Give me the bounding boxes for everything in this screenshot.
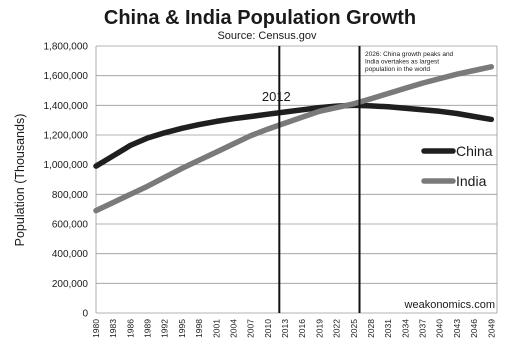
y-tick-label: 600,000: [52, 220, 89, 231]
watermark: weakonomics.com: [404, 299, 495, 311]
axis-layer: 0 200,000 400,000 600,000 800,000 1,000,000 1,…: [44, 42, 498, 338]
y-tick-label: 0: [82, 309, 88, 320]
x-tick-label: 2022: [332, 319, 342, 338]
x-tick-label: 2019: [314, 319, 324, 338]
x-tick-label: 1998: [194, 319, 204, 338]
series-layer: [93, 64, 495, 214]
x-tick-label: 2037: [418, 319, 428, 338]
x-tick-label: 2043: [452, 319, 462, 338]
x-tick-label: 1995: [177, 319, 187, 338]
vline-annotation-2026-line: population in the world: [365, 66, 430, 73]
x-tick-label: 2025: [349, 319, 359, 338]
y-axis-label: Population (Thousands): [13, 114, 27, 247]
x-tick-label: 2046: [469, 319, 479, 338]
x-tick-label: 2004: [228, 319, 238, 338]
vline-annotation-2026-line: India overtakes as largest: [365, 59, 439, 66]
chart-subtitle: Source: Census.gov: [217, 30, 317, 42]
x-tick-label: 2013: [280, 319, 290, 338]
x-tick-label: 2007: [246, 319, 256, 338]
x-tick-label: 2010: [263, 319, 273, 338]
x-tick-label: 2016: [297, 319, 307, 338]
chart-title: China & India Population Growth: [104, 7, 416, 29]
x-tick-label: 1983: [108, 319, 118, 338]
y-tick-label: 1,800,000: [44, 42, 89, 53]
legend-label-india: India: [456, 173, 487, 189]
x-tick-label: 1986: [125, 319, 135, 338]
y-tick-label: 800,000: [52, 190, 89, 201]
x-tick-label: 1992: [160, 319, 170, 338]
legend-label-china: China: [456, 143, 493, 159]
legend: China India: [421, 143, 493, 189]
y-tick-label: 1,600,000: [44, 71, 89, 82]
x-tick-label: 2049: [486, 319, 496, 338]
x-tick-label: 2040: [435, 319, 445, 338]
series-line-india: [93, 64, 495, 214]
x-tick-label: 2034: [400, 319, 410, 338]
x-tick-label: 1980: [91, 319, 101, 338]
vline-label-2012: 2012: [262, 89, 291, 104]
series-line-china: [93, 102, 495, 169]
vline-annotation-2026-line: 2026: China growth peaks and: [365, 51, 454, 58]
x-tick-label: 2028: [366, 319, 376, 338]
y-tick-label: 1,000,000: [44, 160, 89, 171]
y-tick-label: 1,400,000: [44, 101, 89, 112]
x-tick-label: 2031: [383, 319, 393, 338]
x-tick-label: 1989: [143, 319, 153, 338]
y-tick-label: 1,200,000: [44, 131, 89, 142]
y-tick-label: 200,000: [52, 279, 89, 290]
y-tick-label: 400,000: [52, 249, 89, 260]
x-tick-label: 2001: [211, 319, 221, 338]
